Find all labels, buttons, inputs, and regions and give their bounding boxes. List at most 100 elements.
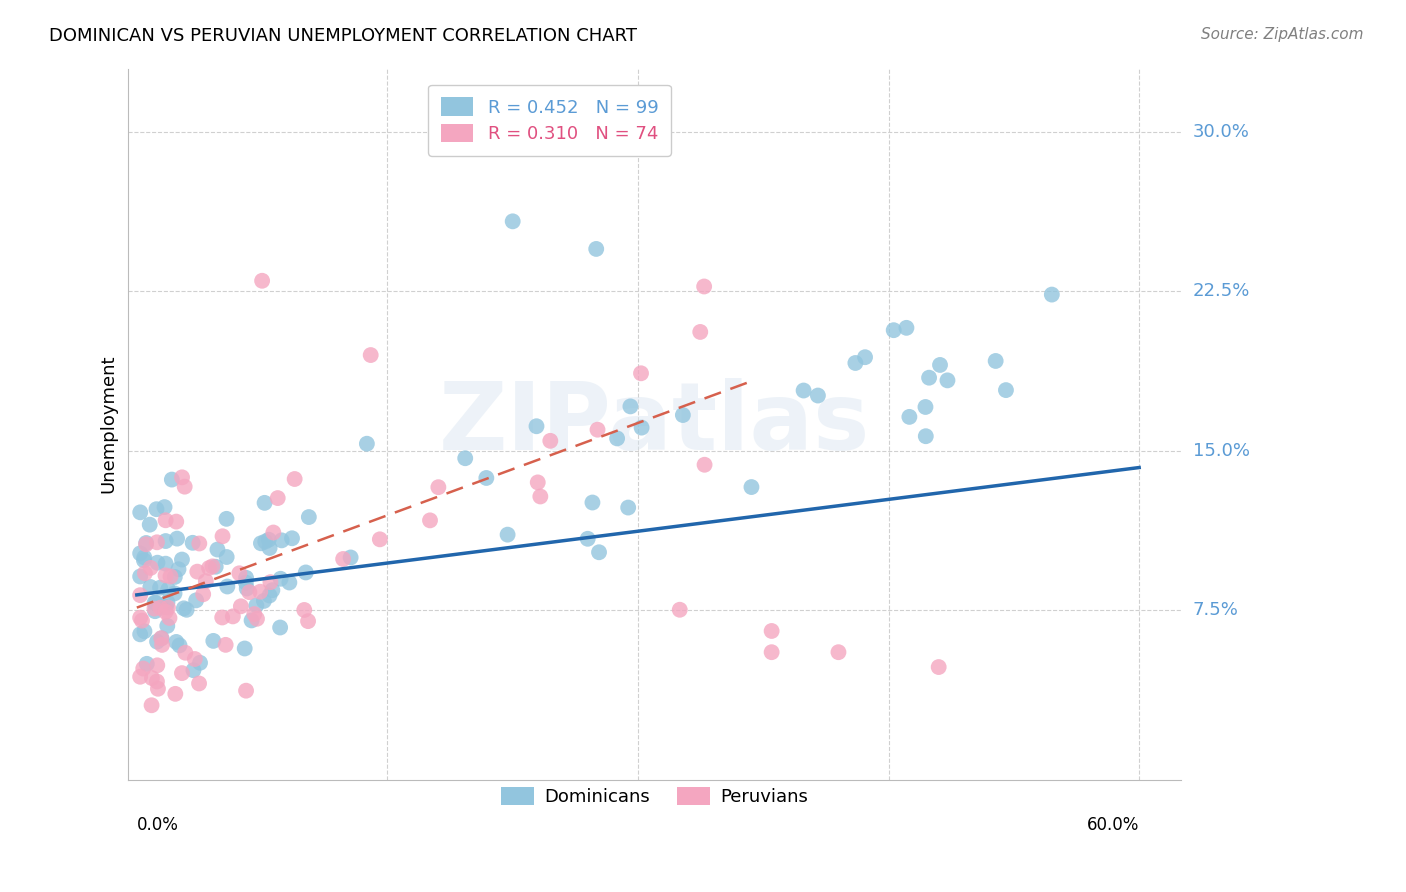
Point [173, 601, 195, 615]
Point [229, 599, 252, 614]
Point [141, 698, 163, 713]
Point [243, 607, 266, 621]
Point [228, 566, 250, 581]
Point [253, 496, 276, 510]
Point [240, 614, 263, 628]
Point [160, 473, 183, 487]
Point [249, 584, 271, 599]
Point [156, 600, 179, 615]
Point [689, 325, 711, 339]
Point [173, 480, 195, 494]
Point [740, 480, 762, 494]
Point [184, 652, 207, 666]
Point [994, 383, 1017, 397]
Point [217, 580, 239, 594]
Point [146, 556, 169, 570]
Point [419, 513, 441, 527]
Point [235, 571, 257, 585]
Text: 7.5%: 7.5% [1192, 600, 1239, 619]
Point [270, 533, 292, 548]
Point [194, 574, 217, 589]
Point [827, 645, 849, 659]
Point [174, 646, 197, 660]
Point [129, 569, 152, 583]
Point [332, 552, 354, 566]
Point [163, 570, 186, 584]
Point [259, 589, 281, 603]
Text: 30.0%: 30.0% [1192, 123, 1250, 141]
Text: Source: ZipAtlas.com: Source: ZipAtlas.com [1201, 27, 1364, 42]
Point [146, 535, 169, 549]
Point [844, 356, 866, 370]
Point [619, 400, 641, 414]
Point [202, 633, 225, 648]
Point [155, 513, 177, 527]
Point [183, 663, 205, 677]
Point [253, 594, 276, 608]
Point [238, 585, 260, 599]
Point [672, 408, 695, 422]
Text: DOMINICAN VS PERUVIAN UNEMPLOYMENT CORRELATION CHART: DOMINICAN VS PERUVIAN UNEMPLOYMENT CORRE… [49, 27, 637, 45]
Point [298, 510, 321, 524]
Point [270, 572, 292, 586]
Point [269, 620, 291, 634]
Point [150, 632, 173, 646]
Point [188, 536, 211, 550]
Point [928, 660, 950, 674]
Point [914, 400, 936, 414]
Point [281, 531, 304, 545]
Point [693, 458, 716, 472]
Point [155, 568, 177, 582]
Point [211, 529, 233, 543]
Point [984, 354, 1007, 368]
Point [297, 614, 319, 628]
Point [356, 436, 378, 450]
Point [153, 500, 176, 514]
Point [156, 595, 179, 609]
Point [257, 533, 280, 547]
Point [198, 561, 221, 575]
Point [339, 550, 361, 565]
Point [163, 586, 186, 600]
Point [146, 674, 169, 689]
Point [149, 581, 172, 595]
Point [186, 565, 208, 579]
Point [129, 670, 152, 684]
Point [155, 557, 177, 571]
Text: 0.0%: 0.0% [136, 815, 179, 834]
Point [159, 569, 181, 583]
Point [853, 350, 876, 364]
Point [211, 610, 233, 624]
Point [617, 500, 640, 515]
Point [235, 575, 257, 590]
Point [131, 614, 153, 628]
Point [167, 562, 190, 576]
Point [284, 472, 307, 486]
Point [170, 552, 193, 566]
Point [129, 610, 152, 624]
Point [526, 419, 548, 434]
Point [606, 431, 628, 445]
Point [156, 619, 179, 633]
Text: ZIPatlas: ZIPatlas [439, 378, 870, 470]
Point [807, 388, 830, 402]
Point [693, 279, 716, 293]
Point [245, 599, 267, 613]
Point [581, 495, 603, 509]
Point [360, 348, 382, 362]
Point [138, 517, 160, 532]
Text: 60.0%: 60.0% [1087, 815, 1139, 834]
Point [165, 515, 187, 529]
Point [155, 599, 177, 614]
Point [135, 536, 157, 550]
Point [761, 624, 783, 638]
Point [929, 358, 952, 372]
Point [761, 645, 783, 659]
Point [134, 566, 156, 581]
Point [898, 409, 921, 424]
Point [143, 596, 166, 610]
Point [143, 604, 166, 618]
Point [184, 593, 207, 607]
Legend: Dominicans, Peruvians: Dominicans, Peruvians [494, 780, 815, 814]
Point [254, 534, 277, 549]
